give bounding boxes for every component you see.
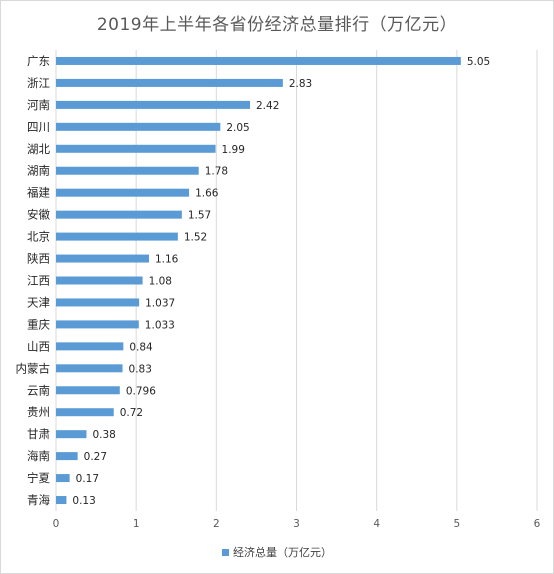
x-tick-label: 2 [213,518,220,530]
bar [56,210,182,219]
category-label: 宁夏 [27,471,50,485]
bar [56,276,143,285]
category-label: 内蒙古 [16,361,51,375]
category-label: 河南 [27,98,50,112]
category-label: 浙江 [27,76,50,90]
bar [56,254,149,263]
bar [56,474,70,483]
data-label: 0.17 [76,473,99,485]
x-tick-labels: 0 1 2 3 4 5 6 [53,518,541,530]
bar [56,386,120,395]
data-label: 0.72 [120,407,143,419]
category-label: 广东 [27,54,50,68]
data-labels: 5.05 2.83 2.42 2.05 1.99 1.78 1.66 1.57 1.52 1.16… [72,56,490,507]
data-label: 2.83 [289,78,312,90]
x-tick-label: 5 [453,518,460,530]
category-label: 海南 [27,449,50,463]
category-label: 青海 [27,493,50,507]
data-label: 0.84 [129,341,153,353]
data-label: 1.16 [155,254,179,266]
bars [56,56,461,505]
category-label: 重庆 [27,317,50,331]
data-label: 1.033 [145,319,175,331]
category-label: 四川 [27,120,50,134]
data-label: 2.42 [256,100,279,112]
x-tick-label: 3 [293,518,300,530]
data-label: 1.52 [184,232,207,244]
bar [56,100,251,109]
data-label: 5.05 [467,56,490,68]
bar [56,232,178,241]
legend-swatch [222,548,229,556]
x-tick-label: 6 [534,518,541,530]
data-label: 0.796 [126,385,156,397]
bar [56,342,124,351]
category-label: 北京 [27,230,50,244]
data-label: 0.27 [84,451,107,463]
bar [56,166,199,175]
category-label: 湖北 [27,142,50,156]
category-label: 云南 [27,383,50,397]
data-label: 0.13 [72,495,95,507]
data-label: 1.99 [222,144,245,156]
category-label: 福建 [27,186,50,200]
bar [56,452,78,461]
category-label: 湖南 [27,164,50,178]
bar [56,496,67,505]
chart-title: 2019年上半年各省份经济总量排行（万亿元） [96,15,458,35]
bar [56,122,221,131]
x-tick-label: 1 [133,518,140,530]
data-label: 1.08 [149,276,172,288]
bar [56,364,123,373]
category-label: 贵州 [27,405,50,419]
category-label: 安徽 [27,208,50,222]
category-label: 江西 [27,274,50,288]
category-label: 山西 [27,339,50,353]
x-tick-label: 0 [53,518,60,530]
data-label: 1.57 [188,210,211,222]
x-tick-label: 4 [373,518,380,530]
bar [56,298,140,307]
data-label: 2.05 [226,122,249,134]
data-label: 0.83 [129,363,152,375]
bar [56,144,216,153]
data-label: 1.78 [205,166,228,178]
category-label: 陕西 [27,252,50,266]
legend-label: 经济总量（万亿元） [233,546,332,559]
legend: 经济总量（万亿元） [0,544,554,560]
category-label: 甘肃 [27,427,50,441]
bar [56,78,283,87]
bar [56,56,461,65]
bar [56,320,139,329]
data-label: 1.66 [195,188,219,200]
bar [56,408,114,417]
bar [56,188,190,197]
bar [56,430,87,439]
data-label: 0.38 [92,429,115,441]
category-labels: 广东浙江河南四川湖北湖南福建安徽北京陕西江西天津重庆山西内蒙古云南贵州甘肃海南宁… [16,54,51,507]
data-label: 1.037 [145,297,175,309]
category-label: 天津 [27,295,50,309]
